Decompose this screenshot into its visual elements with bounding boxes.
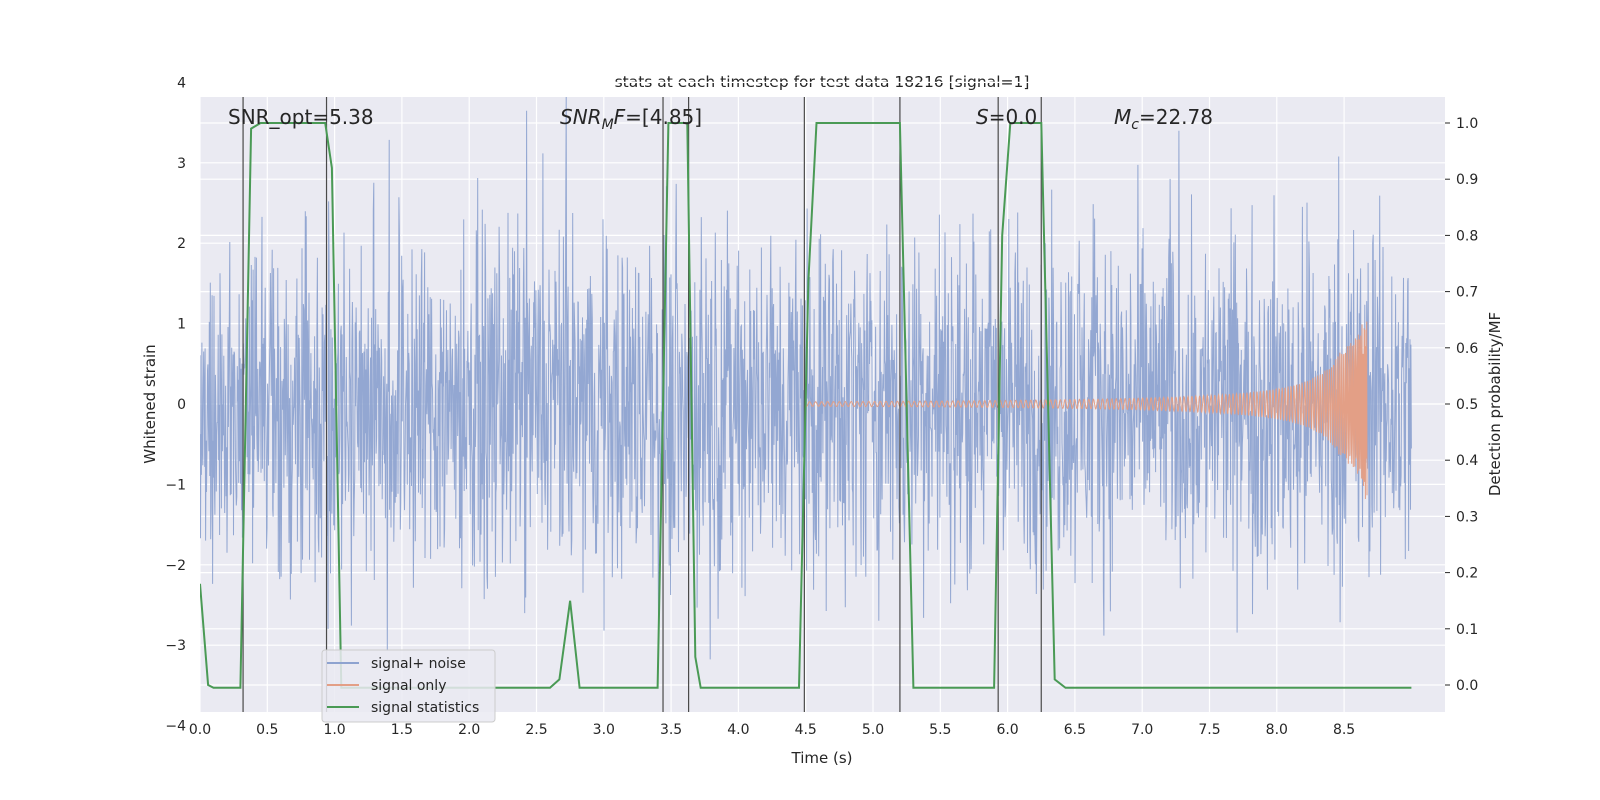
annotation-s-main: S	[976, 105, 989, 129]
x-axis-ticks: 0.0 0.5 1.0 1.5 2.0 2.5 3.0 3.5 4.0 4.5 5.0 5.5 6.0 6…	[189, 722, 1355, 738]
x-tick-label: 0.5	[256, 722, 278, 738]
series-signal-plus-noise	[200, 97, 1412, 660]
y-left-tick-label: 3	[177, 156, 186, 172]
annotation-mc: Mc=22.78	[1114, 105, 1213, 133]
x-tick-label: 8.5	[1333, 722, 1355, 738]
annotation-mc-sub: c	[1131, 117, 1139, 133]
annotation-snr-mf-sub: M	[602, 117, 614, 133]
x-tick-label: 4.5	[795, 722, 817, 738]
x-tick-label: 5.0	[862, 722, 884, 738]
y-right-tick-label: 0.9	[1456, 172, 1478, 188]
y-left-tick-label: −4	[165, 719, 186, 735]
y-left-tick-label: −2	[165, 558, 186, 574]
series-signal-only	[805, 321, 1368, 500]
y-right-tick-label: 0.2	[1456, 566, 1478, 582]
x-tick-label: 3.0	[593, 722, 615, 738]
legend-box	[321, 649, 496, 723]
detection-markers	[242, 97, 1042, 712]
annotation-snr-mf-rest-f: F	[614, 105, 626, 129]
series-signal-statistics	[200, 122, 1412, 689]
y-left-tick-label: 0	[177, 397, 186, 413]
legend-label-signal-only: signal only	[371, 678, 446, 694]
annotation-s: S=0.0	[976, 105, 1037, 129]
y-right-tick-label: 0.4	[1456, 453, 1478, 469]
legend-label-signal-statistics: signal statistics	[371, 700, 479, 716]
annotation-mc-main: M	[1114, 105, 1131, 129]
y-right-tick-label: 0.8	[1456, 228, 1478, 244]
x-tick-label: 4.0	[727, 722, 749, 738]
y-right-tick-label: 0.7	[1456, 285, 1478, 301]
y-left-tick-label: 1	[177, 317, 186, 333]
y-right-tick-label: 1.0	[1456, 116, 1478, 132]
y-right-tick-label: 0.0	[1456, 678, 1478, 694]
annotation-snr-opt: SNR_opt=5.38	[228, 105, 374, 129]
legend-label-signal-plus-noise: signal+ noise	[371, 656, 466, 672]
y-right-axis-label: Detection probability/MF	[1486, 312, 1504, 496]
x-tick-label: 7.0	[1131, 722, 1153, 738]
x-tick-label: 6.5	[1064, 722, 1086, 738]
x-tick-label: 5.5	[929, 722, 951, 738]
annotation-snr-mf: SNRMF=[4.85]	[560, 105, 702, 133]
annotation-snr-mf-main: SNR	[560, 105, 602, 129]
y-right-tick-label: 0.1	[1456, 622, 1478, 638]
annotation-mc-rest: =22.78	[1139, 105, 1213, 129]
annotation-snr-mf-rest: =[4.85]	[625, 105, 702, 129]
x-tick-label: 1.5	[391, 722, 413, 738]
x-tick-label: 1.0	[323, 722, 345, 738]
y-left-axis-label: Whitened strain	[141, 344, 159, 463]
x-tick-label: 6.0	[996, 722, 1018, 738]
x-tick-label: 3.5	[660, 722, 682, 738]
y-right-tick-label: 0.3	[1456, 509, 1478, 525]
x-tick-label: 8.0	[1266, 722, 1288, 738]
y-left-axis-ticks: 4 3 2 1 0 −1 −2 −3 −4	[165, 75, 186, 734]
x-tick-label: 2.5	[525, 722, 547, 738]
x-tick-label: 2.0	[458, 722, 480, 738]
y-right-tick-label: 0.6	[1456, 341, 1478, 357]
y-left-tick-label: −3	[165, 638, 186, 654]
annotation-s-rest: =0.0	[989, 105, 1038, 129]
x-axis-label: Time (s)	[791, 749, 853, 767]
x-tick-label: 7.5	[1198, 722, 1220, 738]
y-right-axis-ticks: 1.0 0.9 0.8 0.7 0.6 0.5 0.4 0.3 0.2 0.1 0.0	[1445, 116, 1478, 694]
x-tick-label: 0.0	[189, 722, 211, 738]
y-right-tick-label: 0.5	[1456, 397, 1478, 413]
y-left-tick-label: 4	[177, 75, 186, 91]
legend: signal+ noise signal only signal statist…	[321, 649, 496, 723]
y-left-tick-label: −1	[165, 477, 186, 493]
y-left-tick-label: 2	[177, 236, 186, 252]
